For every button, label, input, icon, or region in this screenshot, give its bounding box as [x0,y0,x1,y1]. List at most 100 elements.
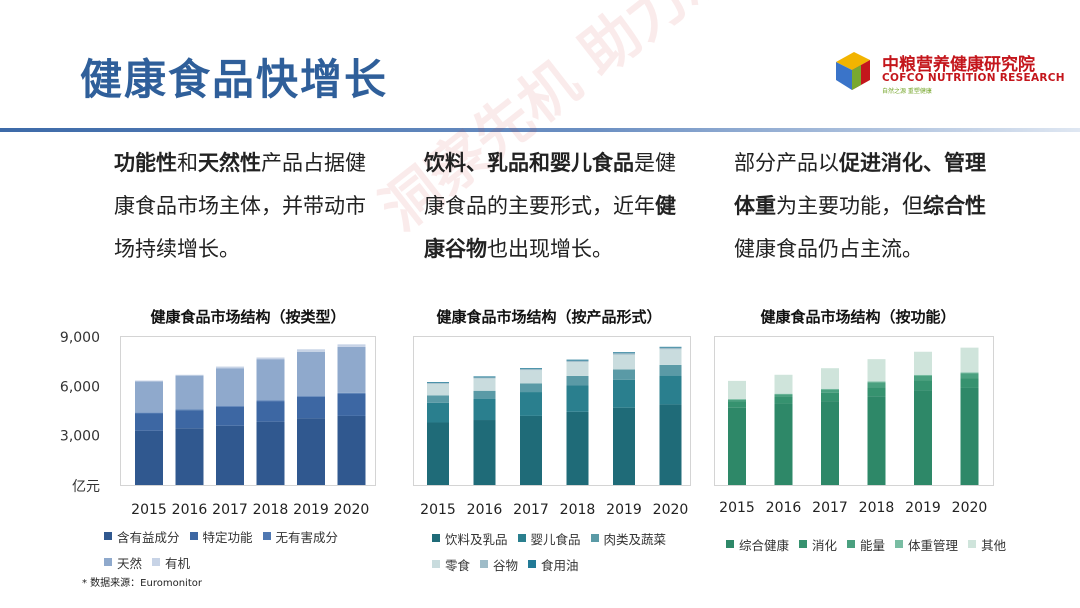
y-tick-label: 6,000 [60,379,100,395]
bar-segment-食用油-2015 [427,382,449,384]
chart-by-form: 2015 2016 2017 2018 2019 2020 [420,346,689,518]
legend-item: 天然 [104,553,142,572]
bar-segment-婴儿食品-2015 [427,402,449,423]
legend-swatch [726,540,734,548]
bar-segment-消化-2017 [821,392,839,402]
legend-swatch [968,540,977,548]
bar-segment-食用油-2019 [613,352,635,354]
legend-item: 特定功能 [189,527,253,546]
bar-segment-谷物-2019 [613,353,635,355]
logo-english-name: COFCO NUTRITION RESEARCH [882,72,1065,84]
x-tick-label: 2016 [766,500,802,516]
x-tick-label: 2017 [513,502,549,518]
x-tick-label: 2019 [293,502,329,518]
bar-segment-体重管理-2018 [867,381,886,383]
x-tick-label: 2020 [334,502,370,518]
bar-segment-谷物-2015 [427,383,449,384]
bar-segment-婴儿食品-2020 [659,375,682,405]
bar-segment-无有害成分-2016 [175,409,204,411]
bar-segment-天然-2018 [256,359,285,401]
x-tick-label: 2020 [952,500,988,516]
bar-segment-综合健康-2019 [914,390,932,485]
bar-segment-食用油-2018 [566,359,589,361]
bar-segment-谷物-2020 [659,347,682,350]
legend-item: 婴儿食品 [517,529,581,548]
legend-row: 天然 有机 [104,549,404,575]
legend-item: 谷物 [480,555,518,574]
bar-segment-含有益成分-2016 [175,428,204,485]
legend-swatch [432,560,440,568]
bar-segment-谷物-2016 [473,377,496,379]
legend-label: 综合健康 [739,537,790,553]
y-axis-by-type: 9,000 6,000 3,000 亿元 [60,330,100,495]
bar-segment-特定功能-2019 [297,396,325,419]
legend-label: 天然 [117,555,143,571]
bar-segment-天然-2017 [216,368,244,407]
bar-segment-零食-2020 [659,349,682,365]
bar-segment-零食-2016 [473,378,496,391]
chart-title-by-form: 健康食品市场结构（按产品形式） [436,308,662,326]
legend-item: 含有益成分 [104,527,180,546]
bar-segment-有机-2015 [135,380,163,382]
bar-segment-无有害成分-2018 [256,400,285,402]
paragraph-segment: 部分产品以 [734,151,839,175]
cofco-logo: 中粮营养健康研究院 COFCO NUTRITION RESEARCH 自然之源 … [830,48,1065,98]
bar-segment-有机-2019 [297,349,325,352]
bar-segment-特定功能-2016 [175,410,204,429]
x-tick-label: 2015 [719,500,755,516]
legend-item: 体重管理 [895,535,958,554]
bar-segment-含有益成分-2017 [216,425,244,485]
legend-label: 特定功能 [202,529,253,545]
bar-segment-能量-2016 [774,394,793,397]
legend-label: 食用油 [541,557,579,573]
bar-segment-零食-2018 [566,361,589,376]
legend-item: 肉类及蔬菜 [590,529,667,548]
legend-swatch [432,534,440,542]
summary-paragraph-2: 饮料、乳品和婴儿食品是健康食品的主要形式，近年健康谷物也出现增长。 [424,142,694,271]
legend-item: 无有害成分 [262,527,338,546]
legend-label: 能量 [860,537,886,553]
chart-by-function: 2015 2016 2017 2018 2019 2020 [719,347,988,516]
legend-item: 能量 [847,535,885,554]
bar-segment-饮料及乳品-2019 [613,407,635,485]
bar-segment-特定功能-2015 [135,413,163,431]
legend-swatch [799,540,808,548]
legend-item: 其他 [968,535,1006,554]
bar-segment-饮料及乳品-2020 [659,404,682,485]
legend-label: 肉类及蔬菜 [603,531,667,547]
bar-segment-无有害成分-2017 [216,406,244,407]
bar-segment-含有益成分-2018 [256,421,285,485]
bar-segment-肉类及蔬菜-2018 [566,375,589,386]
paragraph-segment: 产品占据健康食品市场主体，并带动市场持续增长。 [114,151,366,261]
legend-label: 零食 [445,557,471,573]
bar-segment-消化-2019 [914,380,932,391]
legend-by-form: 饮料及乳品 婴儿食品 肉类及蔬菜 零食 谷物 食用油 [432,525,722,577]
legend-label: 谷物 [493,557,519,573]
bar-segment-肉类及蔬菜-2016 [473,390,496,399]
bar-segment-婴儿食品-2017 [520,392,542,416]
legend-row: 综合健康 消化 能量 体重管理 其他 [726,531,1026,557]
legend-label: 其他 [981,537,1007,553]
legend-swatch [590,534,599,542]
legend-swatch [104,532,112,540]
legend-by-type: 含有益成分 特定功能 无有害成分天然 有机 [104,523,404,575]
legend-swatch [895,540,904,548]
bar-segment-综合健康-2015 [728,407,746,485]
bar-segment-特定功能-2017 [216,406,244,426]
bar-segment-含有益成分-2015 [135,430,163,485]
paragraph-segment: 饮料、乳品和婴儿食品 [424,151,634,175]
legend-label: 含有益成分 [117,529,180,545]
x-tick-label: 2018 [859,500,895,516]
legend-row: 零食 谷物 食用油 [432,551,722,577]
bar-segment-饮料及乳品-2016 [473,420,496,485]
x-tick-label: 2020 [653,502,689,518]
legend-swatch [152,558,161,566]
y-tick-label: 9,000 [60,330,100,346]
x-tick-label: 2019 [606,502,642,518]
bar-segment-有机-2017 [216,366,244,369]
logo-tagline: 自然之源 重塑健康 [882,88,932,95]
bar-segment-有机-2020 [337,344,366,347]
bar-segment-其他-2015 [728,380,746,399]
summary-paragraph-3: 部分产品以促进消化、管理体重为主要功能，但综合性健康食品仍占主流。 [734,142,1004,271]
bar-segment-饮料及乳品-2018 [566,411,589,485]
